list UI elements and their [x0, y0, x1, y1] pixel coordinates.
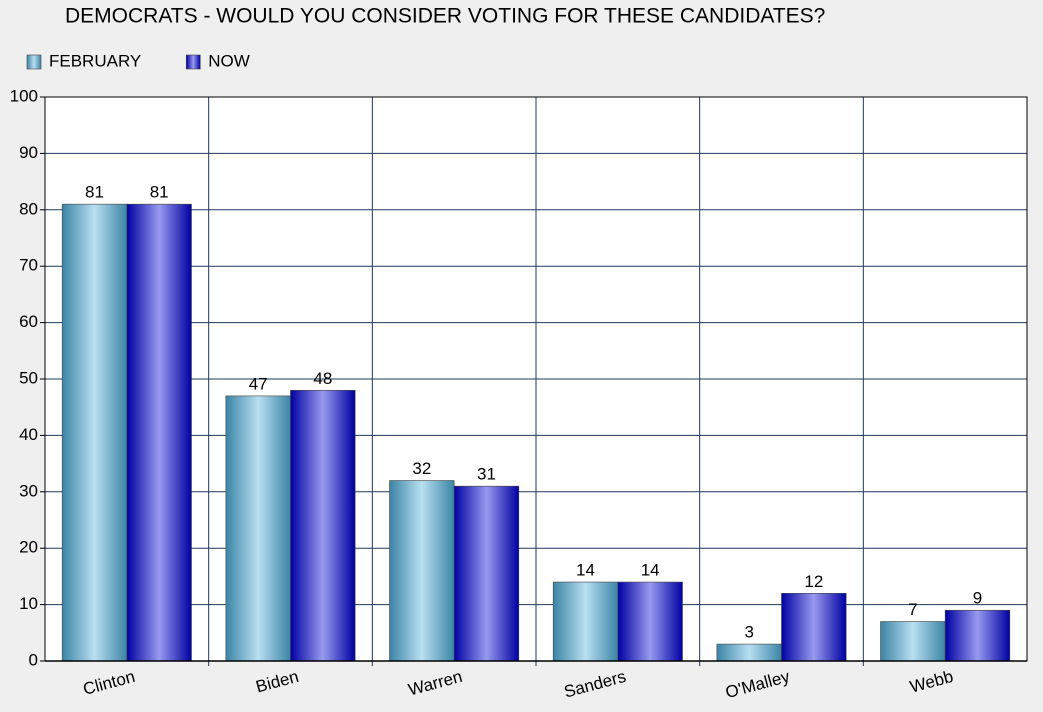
y-tick-label: 30	[19, 481, 38, 500]
legend-swatch	[26, 54, 42, 70]
value-label: 9	[973, 589, 982, 608]
bar	[61, 203, 128, 662]
legend-label: NOW	[208, 51, 250, 70]
value-label: 48	[313, 369, 332, 388]
y-tick-label: 40	[19, 425, 38, 444]
bar	[944, 609, 1011, 662]
bar	[453, 485, 520, 662]
y-tick-label: 60	[19, 312, 38, 331]
value-label: 14	[576, 561, 595, 580]
y-tick-label: 10	[19, 594, 38, 613]
y-tick-label: 80	[19, 199, 38, 218]
bar	[389, 480, 455, 662]
y-tick-label: 90	[19, 143, 38, 162]
legend-swatch	[185, 54, 201, 70]
legend-label: FEBRUARY	[49, 51, 141, 70]
bar	[781, 593, 847, 662]
y-tick-label: 100	[10, 86, 38, 105]
bar	[716, 643, 782, 662]
bar	[880, 621, 946, 662]
y-tick-label: 0	[29, 650, 38, 669]
bar	[552, 581, 619, 662]
bar	[290, 389, 356, 662]
y-tick-label: 50	[19, 368, 38, 387]
value-label: 7	[908, 600, 917, 619]
value-label: 47	[249, 374, 268, 393]
chart-title: DEMOCRATS - WOULD YOU CONSIDER VOTING FO…	[65, 5, 825, 28]
value-label: 81	[85, 183, 104, 202]
value-label: 81	[150, 183, 169, 202]
bar	[126, 203, 192, 662]
value-label: 31	[477, 465, 496, 484]
value-label: 3	[744, 623, 753, 642]
value-label: 14	[641, 561, 660, 580]
bar	[225, 395, 291, 662]
value-label: 32	[412, 459, 431, 478]
value-label: 12	[804, 572, 823, 591]
y-tick-label: 70	[19, 256, 38, 275]
bar	[617, 581, 683, 662]
y-tick-label: 20	[19, 538, 38, 557]
